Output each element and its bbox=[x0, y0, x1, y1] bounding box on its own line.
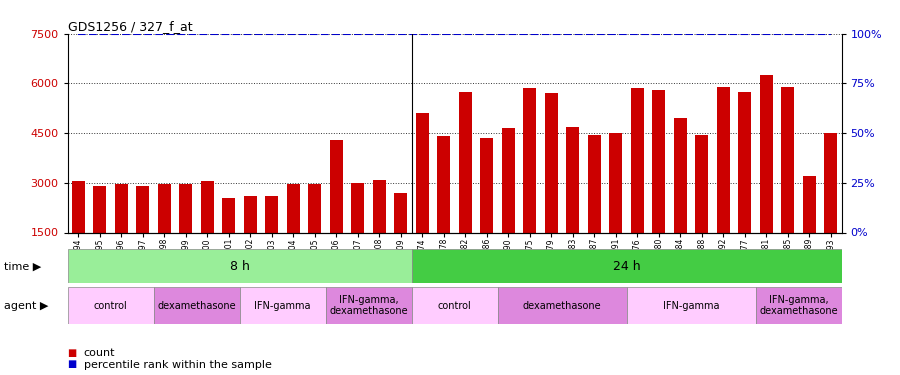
Bar bbox=[154, 287, 239, 324]
Text: dexamethasone: dexamethasone bbox=[158, 301, 236, 310]
Text: IFN-gamma,
dexamethasone: IFN-gamma, dexamethasone bbox=[760, 295, 838, 316]
Bar bbox=[373, 180, 386, 282]
Bar bbox=[760, 75, 773, 282]
Text: IFN-gamma,
dexamethasone: IFN-gamma, dexamethasone bbox=[329, 295, 408, 316]
Bar bbox=[588, 135, 600, 282]
Bar bbox=[287, 184, 300, 282]
Bar bbox=[481, 138, 493, 282]
Bar bbox=[351, 183, 364, 282]
Text: control: control bbox=[94, 301, 128, 310]
Text: ■: ■ bbox=[68, 360, 76, 369]
Text: agent ▶: agent ▶ bbox=[4, 301, 49, 310]
Text: count: count bbox=[84, 348, 115, 358]
Bar bbox=[94, 186, 106, 282]
Text: IFN-gamma: IFN-gamma bbox=[254, 301, 310, 310]
Bar bbox=[329, 140, 343, 282]
Bar bbox=[179, 184, 193, 282]
Bar bbox=[411, 249, 842, 283]
Bar bbox=[266, 196, 278, 282]
Bar bbox=[68, 287, 154, 324]
Bar bbox=[498, 287, 626, 324]
Bar bbox=[158, 184, 171, 282]
Bar bbox=[674, 118, 687, 282]
Bar bbox=[411, 287, 498, 324]
Bar bbox=[738, 92, 752, 282]
Text: 8 h: 8 h bbox=[230, 260, 249, 273]
Text: percentile rank within the sample: percentile rank within the sample bbox=[84, 360, 272, 369]
Text: dexamethasone: dexamethasone bbox=[523, 301, 601, 310]
Bar bbox=[437, 136, 450, 282]
Bar bbox=[609, 133, 622, 282]
Bar bbox=[631, 88, 644, 282]
Bar bbox=[781, 87, 794, 282]
Text: control: control bbox=[437, 301, 472, 310]
Bar bbox=[394, 193, 407, 282]
Text: ■: ■ bbox=[68, 348, 76, 358]
Bar bbox=[626, 287, 755, 324]
Bar bbox=[544, 93, 558, 282]
Bar bbox=[309, 184, 321, 282]
Bar bbox=[502, 128, 515, 282]
Bar bbox=[652, 90, 665, 282]
Bar bbox=[72, 181, 85, 282]
Bar bbox=[459, 92, 472, 282]
Bar bbox=[416, 113, 428, 282]
Bar bbox=[523, 88, 536, 282]
Bar bbox=[696, 135, 708, 282]
Text: 24 h: 24 h bbox=[613, 260, 640, 273]
Text: GDS1256 / 327_f_at: GDS1256 / 327_f_at bbox=[68, 20, 192, 33]
Bar bbox=[824, 133, 837, 282]
Bar bbox=[716, 87, 730, 282]
Bar bbox=[803, 176, 815, 282]
Bar bbox=[222, 198, 235, 282]
Bar bbox=[136, 186, 149, 282]
Bar bbox=[326, 287, 411, 324]
Bar bbox=[244, 196, 256, 282]
Text: IFN-gamma: IFN-gamma bbox=[662, 301, 719, 310]
Bar bbox=[68, 249, 411, 283]
Text: time ▶: time ▶ bbox=[4, 261, 41, 271]
Bar bbox=[755, 287, 842, 324]
Bar bbox=[239, 287, 326, 324]
Bar bbox=[566, 126, 580, 282]
Bar bbox=[201, 181, 213, 282]
Bar bbox=[115, 184, 128, 282]
